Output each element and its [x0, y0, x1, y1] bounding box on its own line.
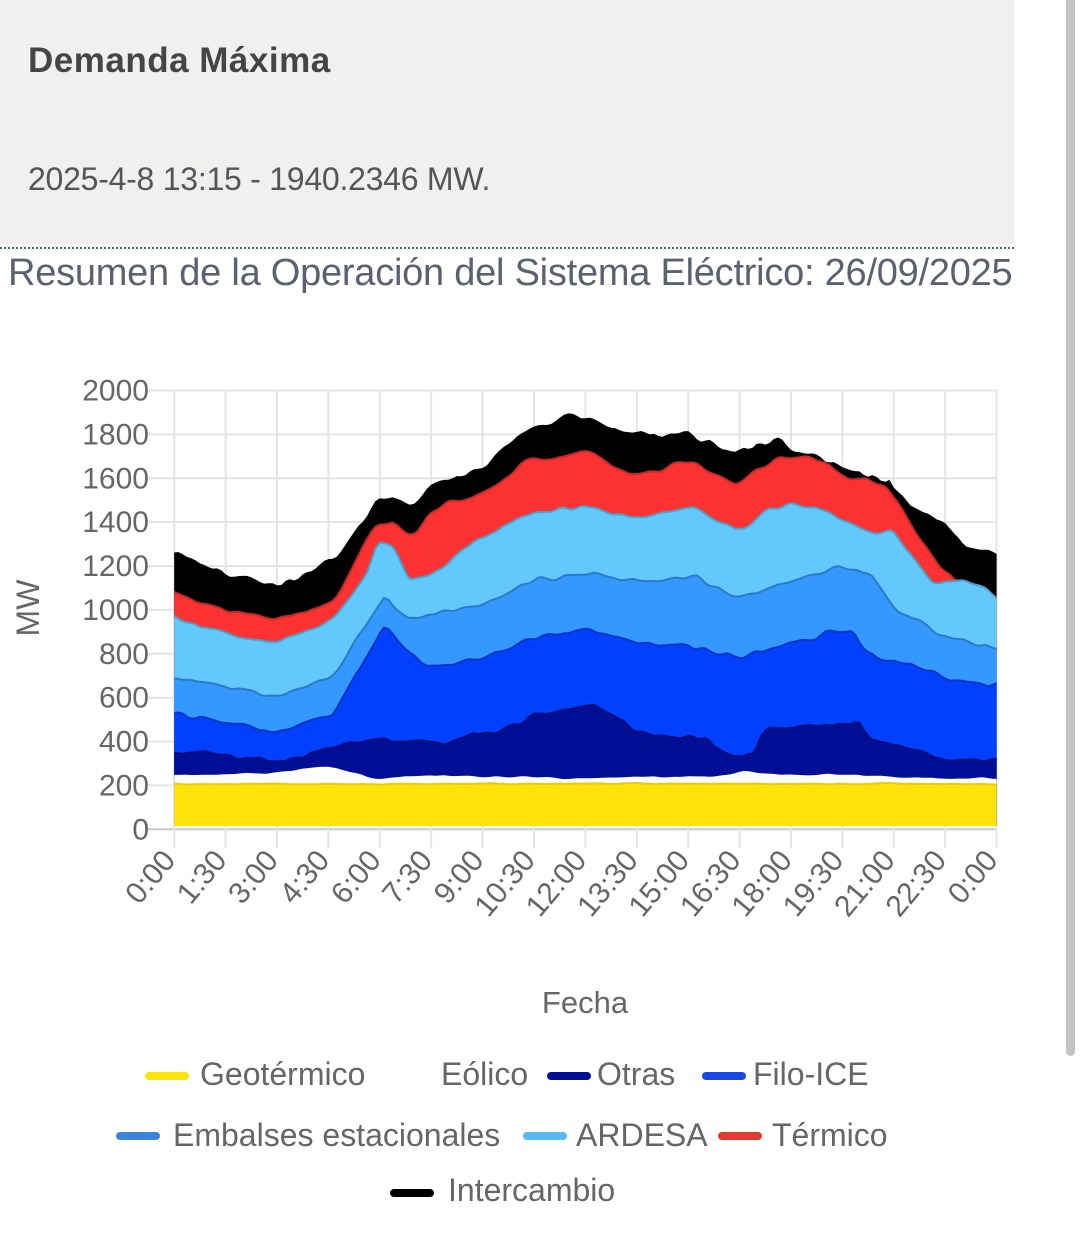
svg-text:4:30: 4:30 [273, 844, 336, 910]
svg-text:6:00: 6:00 [325, 844, 388, 910]
svg-text:1600: 1600 [82, 462, 149, 495]
svg-text:MW: MW [10, 579, 46, 637]
svg-text:0: 0 [132, 813, 149, 846]
svg-text:1000: 1000 [82, 594, 149, 627]
svg-text:0:00: 0:00 [119, 844, 182, 910]
svg-text:3:00: 3:00 [222, 844, 285, 910]
svg-text:1:30: 1:30 [171, 844, 234, 910]
svg-text:400: 400 [99, 726, 149, 759]
svg-text:2000: 2000 [82, 375, 149, 408]
svg-text:1800: 1800 [82, 418, 149, 451]
svg-text:800: 800 [99, 638, 149, 671]
svg-text:0:00: 0:00 [942, 844, 1005, 910]
svg-text:1200: 1200 [82, 550, 149, 583]
svg-text:Fecha: Fecha [542, 985, 629, 1020]
svg-text:22:30: 22:30 [880, 844, 954, 923]
svg-text:1400: 1400 [82, 506, 149, 539]
svg-text:7:30: 7:30 [376, 844, 439, 910]
svg-text:600: 600 [99, 682, 149, 715]
svg-text:200: 200 [99, 769, 149, 802]
